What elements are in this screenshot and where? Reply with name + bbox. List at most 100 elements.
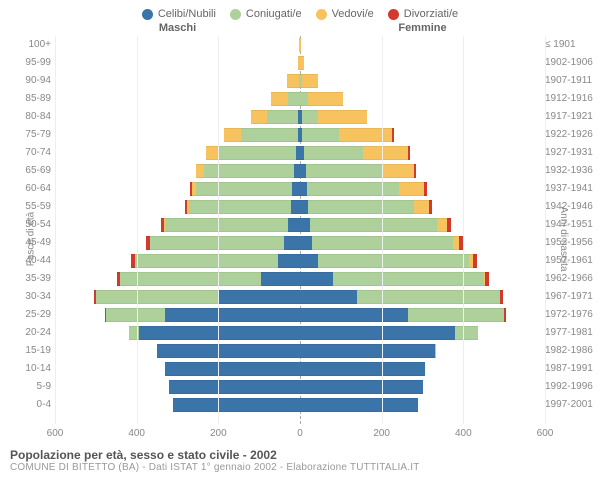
bar-segment (447, 218, 451, 232)
female-bar (300, 252, 545, 270)
age-row: 70-741927-1931 (55, 144, 545, 162)
bar-segment (357, 290, 500, 304)
birth-year-label: 1937-1941 (545, 183, 597, 194)
birth-year-label: 1992-1996 (545, 381, 597, 392)
male-bar (55, 342, 300, 360)
age-row: 30-341967-1971 (55, 288, 545, 306)
male-bar (55, 216, 300, 234)
bar-segment (300, 92, 308, 106)
bar-segment (139, 326, 300, 340)
bar-segment (300, 398, 418, 412)
female-bar (300, 216, 545, 234)
bar-segment (287, 74, 299, 88)
bar-segment (307, 182, 399, 196)
age-label: 60-64 (3, 183, 51, 194)
female-label: Femmine (300, 22, 545, 34)
bar-segment (308, 92, 343, 106)
age-label: 55-59 (3, 201, 51, 212)
age-label: 20-24 (3, 327, 51, 338)
bar-segment (165, 362, 300, 376)
x-tick-label: 600 (537, 428, 554, 439)
male-bar (55, 36, 300, 54)
bar-segment (318, 110, 367, 124)
male-bar (55, 252, 300, 270)
female-bar (300, 396, 545, 414)
female-bar (300, 72, 545, 90)
chart-source: COMUNE DI BITETTO (BA) - Dati ISTAT 1° g… (10, 462, 590, 473)
age-label: 35-39 (3, 273, 51, 284)
bar-segment (251, 110, 267, 124)
legend-label: Coniugati/e (246, 8, 302, 20)
age-row: 95-991902-1906 (55, 54, 545, 72)
birth-year-label: 1982-1986 (545, 345, 597, 356)
female-bar (300, 342, 545, 360)
age-label: 90-94 (3, 75, 51, 86)
female-bar (300, 90, 545, 108)
age-label: 15-19 (3, 345, 51, 356)
female-bar (300, 162, 545, 180)
female-bar (300, 54, 545, 72)
age-row: 25-291972-1976 (55, 306, 545, 324)
birth-year-label: 1902-1906 (545, 57, 597, 68)
female-bar (300, 126, 545, 144)
bar-segment (300, 56, 304, 70)
x-tick-label: 400 (128, 428, 145, 439)
bar-segment (424, 182, 427, 196)
age-row: 85-891912-1916 (55, 90, 545, 108)
age-label: 75-79 (3, 129, 51, 140)
male-bar (55, 54, 300, 72)
male-bar (55, 378, 300, 396)
age-label: 100+ (3, 39, 51, 50)
male-bar (55, 270, 300, 288)
bar-segment (392, 128, 394, 142)
bar-segment (300, 272, 333, 286)
bar-segment (291, 200, 300, 214)
bar-segment (363, 146, 408, 160)
age-label: 0-4 (3, 399, 51, 410)
birth-year-label: 1987-1991 (545, 363, 597, 374)
female-bar (300, 324, 545, 342)
female-bar (300, 378, 545, 396)
bar-segment (218, 146, 296, 160)
bar-segment (241, 128, 298, 142)
birth-year-label: 1932-1936 (545, 165, 597, 176)
gridline (463, 36, 464, 424)
age-label: 10-14 (3, 363, 51, 374)
bar-segment (189, 200, 291, 214)
x-axis: 6004002000200400600 (55, 426, 545, 442)
legend: Celibi/NubiliConiugati/eVedovi/eDivorzia… (0, 0, 600, 22)
female-bar (300, 306, 545, 324)
birth-year-label: 1967-1971 (545, 291, 597, 302)
legend-item: Vedovi/e (316, 8, 374, 20)
bar-segment (302, 110, 318, 124)
male-bar (55, 108, 300, 126)
bar-segment (206, 146, 218, 160)
legend-item: Celibi/Nubili (142, 8, 216, 20)
birth-year-label: 1962-1966 (545, 273, 597, 284)
x-tick-label: 600 (47, 428, 64, 439)
bar-segment (157, 344, 300, 358)
female-bar (300, 198, 545, 216)
age-row: 0-41997-2001 (55, 396, 545, 414)
male-bar (55, 162, 300, 180)
bar-segment (224, 128, 240, 142)
bar-segment (165, 218, 288, 232)
x-tick-label: 200 (373, 428, 390, 439)
male-bar (55, 234, 300, 252)
bar-segment (399, 182, 424, 196)
bar-segment (300, 326, 455, 340)
legend-swatch (230, 9, 241, 20)
age-row: 80-841917-1921 (55, 108, 545, 126)
bar-segment (292, 182, 300, 196)
birth-year-label: 1922-1926 (545, 129, 597, 140)
legend-swatch (316, 9, 327, 20)
bar-segment (339, 128, 392, 142)
bar-segment (310, 218, 437, 232)
x-tick-label: 400 (455, 428, 472, 439)
bar-segment (485, 272, 489, 286)
female-bar (300, 180, 545, 198)
female-bar (300, 144, 545, 162)
male-bar (55, 126, 300, 144)
birth-year-label: 1997-2001 (545, 399, 597, 410)
age-row: 90-941907-1911 (55, 72, 545, 90)
